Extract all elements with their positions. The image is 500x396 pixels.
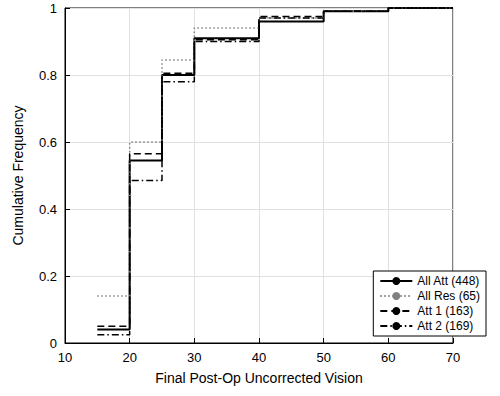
svg-text:Att 1 (163): Att 1 (163) (417, 304, 473, 318)
svg-text:40: 40 (252, 350, 266, 365)
svg-text:Final Post-Op Uncorrected Visi: Final Post-Op Uncorrected Vision (155, 370, 363, 386)
svg-text:30: 30 (187, 350, 201, 365)
svg-text:20: 20 (122, 350, 136, 365)
svg-text:0.2: 0.2 (39, 269, 57, 284)
svg-text:0.8: 0.8 (39, 68, 57, 83)
svg-text:70: 70 (446, 350, 460, 365)
svg-text:Cumulative Frequency: Cumulative Frequency (10, 105, 26, 245)
svg-text:1: 1 (50, 1, 57, 16)
svg-text:All Att (448): All Att (448) (417, 274, 479, 288)
svg-text:10: 10 (58, 350, 72, 365)
svg-text:0.4: 0.4 (39, 202, 57, 217)
svg-text:60: 60 (381, 350, 395, 365)
svg-text:0: 0 (50, 336, 57, 351)
svg-text:All Res (65): All Res (65) (417, 289, 480, 303)
svg-text:Att 2 (169): Att 2 (169) (417, 319, 473, 333)
svg-text:50: 50 (316, 350, 330, 365)
svg-text:0.6: 0.6 (39, 135, 57, 150)
